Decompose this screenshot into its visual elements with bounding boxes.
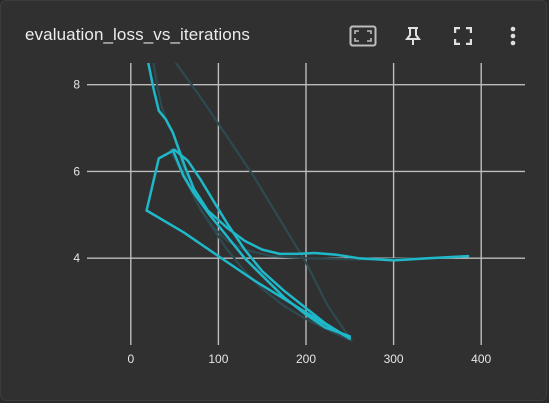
fit-domain-button[interactable] (348, 21, 378, 51)
y-tick-label: 6 (73, 164, 80, 178)
series-line[interactable] (145, 209, 352, 340)
grid-lines (87, 63, 525, 345)
series-line-smoothed[interactable] (169, 148, 353, 342)
x-tick-label: 100 (208, 352, 228, 366)
series-lines (145, 59, 470, 342)
series-line[interactable] (145, 148, 352, 340)
chart-toolbar (328, 21, 528, 51)
y-axis-ticks: 4 6 8 (73, 78, 80, 266)
more-options-button[interactable] (498, 21, 528, 51)
fullscreen-button[interactable] (448, 21, 478, 51)
series-line-smoothed[interactable] (152, 59, 470, 261)
fit-domain-icon (349, 25, 377, 47)
pin-icon (405, 27, 421, 45)
y-tick-label: 4 (73, 251, 80, 265)
x-tick-label: 400 (471, 352, 491, 366)
pin-button[interactable] (398, 21, 428, 51)
x-axis-ticks: 0 100 200 300 400 (127, 352, 491, 366)
series-line[interactable] (171, 148, 352, 338)
fullscreen-icon (454, 27, 472, 45)
series-line-smoothed[interactable] (173, 59, 353, 342)
y-tick-label: 8 (73, 78, 80, 92)
x-tick-label: 0 (127, 352, 134, 366)
more-vert-icon (510, 26, 516, 46)
x-tick-label: 200 (296, 352, 316, 366)
x-tick-label: 300 (384, 352, 404, 366)
chart-title: evaluation_loss_vs_iterations (25, 25, 250, 44)
